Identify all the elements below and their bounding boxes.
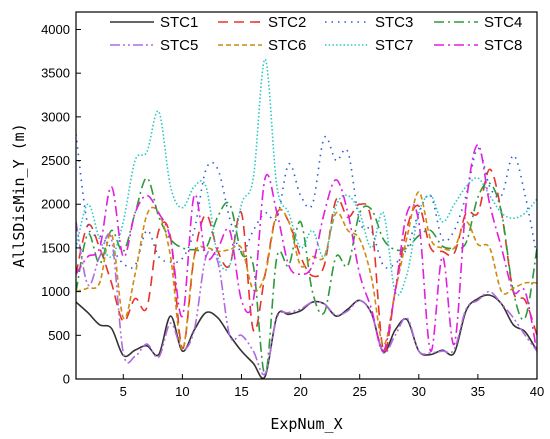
legend-item-stc2: STC2 xyxy=(218,14,306,31)
legend-label: STC1 xyxy=(160,14,198,31)
x-tick-label: 35 xyxy=(471,384,485,399)
series-line-stc3 xyxy=(76,134,537,269)
legend-item-stc1: STC1 xyxy=(110,14,198,31)
legend: STC1 STC2 STC3 STC4 STC5 STC6 STC7 STC8 xyxy=(110,14,522,54)
x-axis: 5 10 15 20 25 30 35 40 xyxy=(120,374,544,399)
legend-label: STC4 xyxy=(484,14,522,31)
y-tick-label: 4000 xyxy=(41,22,70,37)
y-axis: 0 500 1000 1500 2000 2500 3000 3500 4000 xyxy=(41,22,81,387)
series-line-stc8 xyxy=(76,144,537,353)
y-tick-label: 2500 xyxy=(41,153,70,168)
y-tick-label: 2000 xyxy=(41,197,70,212)
legend-label: STC3 xyxy=(375,14,413,31)
y-tick-label: 1000 xyxy=(41,284,70,299)
legend-item-stc4: STC4 xyxy=(434,14,522,31)
legend-item-stc5: STC5 xyxy=(110,37,198,54)
legend-item-stc6: STC6 xyxy=(218,37,306,54)
y-axis-label: AllSDisMin_Y (m) xyxy=(10,123,28,268)
legend-item-stc7: STC7 xyxy=(325,37,413,54)
plot-lines xyxy=(76,58,537,379)
x-tick-label: 5 xyxy=(120,384,127,399)
x-axis-label: ExpNum_X xyxy=(270,415,342,433)
series-line-stc5 xyxy=(76,221,537,376)
x-tick-label: 15 xyxy=(234,384,248,399)
y-tick-label: 3000 xyxy=(41,109,70,124)
y-tick-label: 3500 xyxy=(41,66,70,81)
series-line-stc6 xyxy=(76,191,537,351)
legend-label: STC5 xyxy=(160,37,198,54)
series-line-stc2 xyxy=(76,168,537,353)
y-tick-label: 500 xyxy=(48,328,70,343)
legend-label: STC8 xyxy=(484,37,522,54)
x-tick-label: 40 xyxy=(530,384,544,399)
x-tick-label: 25 xyxy=(352,384,366,399)
legend-label: STC2 xyxy=(268,14,306,31)
legend-item-stc8: STC8 xyxy=(434,37,522,54)
legend-item-stc3: STC3 xyxy=(325,14,413,31)
y-tick-label: 0 xyxy=(63,372,70,387)
x-tick-label: 10 xyxy=(175,384,189,399)
x-tick-label: 20 xyxy=(293,384,307,399)
y-tick-label: 1500 xyxy=(41,240,70,255)
plot-frame xyxy=(75,11,538,380)
x-tick-label: 30 xyxy=(412,384,426,399)
legend-label: STC6 xyxy=(268,37,306,54)
legend-label: STC7 xyxy=(375,37,413,54)
series-line-stc7 xyxy=(76,58,537,296)
